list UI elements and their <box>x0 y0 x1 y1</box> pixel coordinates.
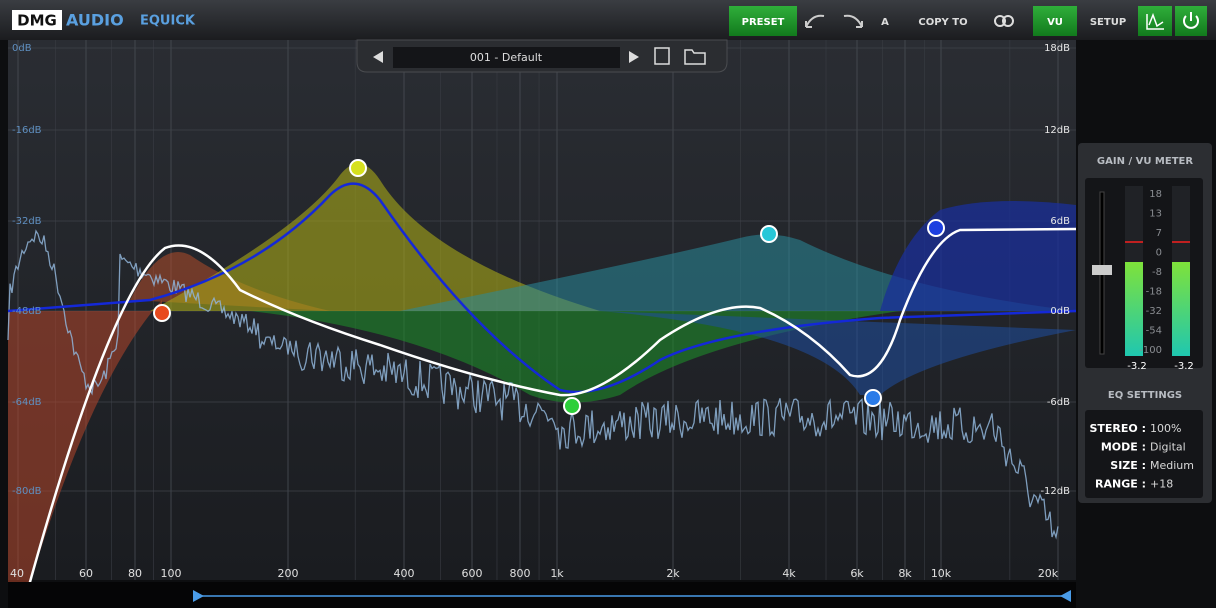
right-db-label: -6dB <box>1047 397 1070 408</box>
freq-label: 800 <box>510 567 531 580</box>
meter-scale: 0 <box>1156 248 1162 259</box>
left-db-label: 0dB <box>12 43 32 54</box>
left-db-label: -32dB <box>12 216 42 227</box>
setup-button[interactable]: SETUP <box>1090 17 1126 28</box>
setting-value: Digital <box>1150 441 1186 454</box>
freq-label: 6k <box>850 567 864 580</box>
vu-label: VU <box>1047 17 1063 28</box>
meter-scale: 7 <box>1156 228 1162 239</box>
product-name: EQUICK <box>140 14 196 29</box>
freq-label: 600 <box>462 567 483 580</box>
freq-label: 200 <box>278 567 299 580</box>
band-curve <box>7 182 1077 394</box>
meter-readout: -3.2 <box>1174 361 1194 372</box>
setting-label: RANGE : <box>1095 478 1146 491</box>
right-db-label: 12dB <box>1044 125 1070 136</box>
meter-scale: 13 <box>1149 209 1162 220</box>
freq-label: 60 <box>79 567 93 580</box>
eq-settings-title: EQ SETTINGS <box>1108 390 1182 401</box>
vu-meters: -3.2 -3.2 18 13 7 0 -8 -18 -32 -54 -100 <box>1125 186 1194 372</box>
meter-readout: -3.2 <box>1127 361 1147 372</box>
band-nodes <box>153 159 945 415</box>
freq-label: 400 <box>394 567 415 580</box>
folder-icon[interactable] <box>684 49 706 65</box>
save-icon[interactable] <box>654 47 670 65</box>
vu-button[interactable] <box>1033 6 1077 36</box>
meter-scale: -100 <box>1139 345 1162 356</box>
axis-labels: 0dB -16dB -32dB -48dB -64dB -80dB 18dB 12dB 6dB 0… <box>10 43 1070 580</box>
meter-title: GAIN / VU METER <box>1097 156 1193 167</box>
left-db-label: -64dB <box>12 397 42 408</box>
setting-label: MODE : <box>1101 441 1146 454</box>
logo-box <box>12 10 62 30</box>
node-2[interactable] <box>349 159 367 177</box>
eq-settings-box <box>1085 410 1203 498</box>
right-db-label: 6dB <box>1050 216 1070 227</box>
node-5[interactable] <box>864 389 882 407</box>
fader-handle[interactable] <box>1092 265 1112 275</box>
meter-scale: 18 <box>1149 189 1162 200</box>
freq-label: 2k <box>666 567 680 580</box>
preset-name: 001 - Default <box>470 51 543 64</box>
preset-label: PRESET <box>742 17 785 28</box>
left-db-label: -48dB <box>12 306 42 317</box>
freq-label: 4k <box>782 567 796 580</box>
setting-value: 100% <box>1150 422 1181 435</box>
node-3[interactable] <box>563 397 581 415</box>
spectrum <box>7 229 1059 540</box>
node-1[interactable] <box>153 304 171 322</box>
graph-icon <box>1146 12 1164 30</box>
preset-next[interactable] <box>629 51 639 63</box>
left-db-label: -16dB <box>12 125 42 136</box>
eq-settings: STEREO : 100% MODE : Digital SIZE : Medium RAN… <box>1089 422 1194 491</box>
band-3-fill <box>250 311 900 403</box>
range-handle-left[interactable] <box>193 590 204 602</box>
freq-label: 10k <box>931 567 952 580</box>
meter-level <box>1125 262 1143 356</box>
range-handle-right[interactable] <box>1060 590 1071 602</box>
sum-curve <box>23 227 1077 601</box>
setting-value: +18 <box>1150 478 1173 491</box>
redo-icon[interactable] <box>843 14 863 28</box>
band-5-fill <box>600 311 1076 395</box>
meter-level <box>1172 262 1190 356</box>
meter-scale: -8 <box>1152 267 1162 278</box>
freq-label: 1k <box>550 567 564 580</box>
node-6[interactable] <box>927 219 945 237</box>
right-db-label: 0dB <box>1050 306 1070 317</box>
setting-label: SIZE : <box>1110 459 1146 472</box>
meter-scale: -18 <box>1146 287 1162 298</box>
undo-icon[interactable] <box>805 14 825 28</box>
freq-label: 20k <box>1038 567 1059 580</box>
freq-label: 40 <box>10 567 24 580</box>
freq-label: 80 <box>128 567 142 580</box>
right-db-label: 18dB <box>1044 43 1070 54</box>
logo-dmg: DMG <box>17 12 57 30</box>
setting-value: Medium <box>1150 459 1194 472</box>
left-db-label: -80dB <box>12 486 42 497</box>
preset-prev[interactable] <box>373 51 383 63</box>
freq-label: 100 <box>161 567 182 580</box>
setting-label: STEREO : <box>1089 422 1146 435</box>
ab-button[interactable]: A <box>881 17 889 28</box>
meter-scale: -54 <box>1146 326 1162 337</box>
node-4[interactable] <box>760 225 778 243</box>
right-db-label: -12dB <box>1040 486 1070 497</box>
band-2-fill <box>150 163 600 311</box>
meter-scale: -32 <box>1146 306 1162 317</box>
preset-button[interactable] <box>729 6 797 36</box>
copy-to-button[interactable]: COPY TO <box>918 17 967 28</box>
link-icon[interactable] <box>994 15 1014 27</box>
logo-audio: AUDIO <box>66 11 124 30</box>
power-icon <box>1183 12 1199 29</box>
preset-field[interactable] <box>393 47 620 68</box>
range-bar <box>8 582 1076 608</box>
freq-label: 8k <box>898 567 912 580</box>
